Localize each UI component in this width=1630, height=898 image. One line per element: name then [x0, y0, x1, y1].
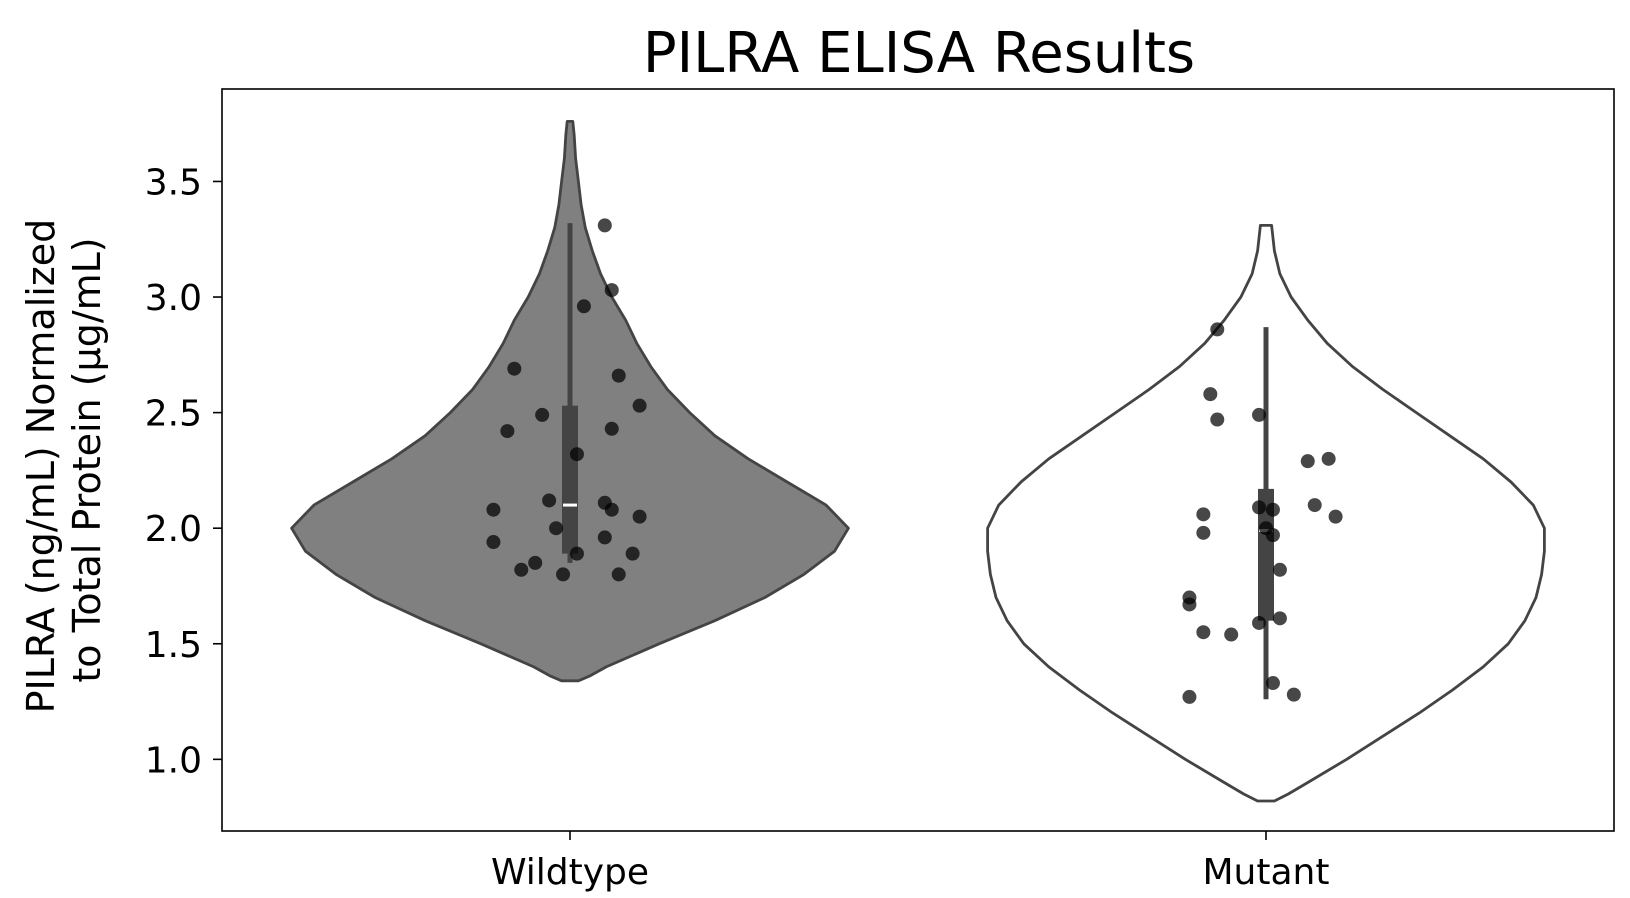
y-tick-label: 2.0: [145, 509, 202, 550]
data-point-wildtype-18: [486, 535, 501, 550]
points-layer: [486, 218, 1343, 704]
data-point-wildtype-17: [597, 530, 612, 545]
data-point-wildtype-9: [604, 421, 619, 436]
data-point-mutant-11: [1196, 507, 1211, 522]
data-point-wildtype-15: [632, 509, 647, 524]
y-tick-label: 1.5: [145, 625, 202, 666]
data-point-mutant-20: [1196, 625, 1211, 640]
data-point-mutant-13: [1196, 525, 1211, 540]
y-tick-label: 1.0: [145, 740, 202, 781]
plot-frame: [221, 88, 1615, 832]
x-tick-label-wildtype: Wildtype: [491, 852, 649, 893]
data-point-wildtype-11: [542, 493, 557, 508]
data-point-wildtype-4: [507, 361, 522, 376]
data-point-wildtype-21: [528, 555, 543, 570]
data-point-mutant-18: [1272, 611, 1287, 626]
data-point-wildtype-7: [535, 407, 550, 422]
data-point-mutant-6: [1300, 454, 1315, 469]
data-point-wildtype-19: [569, 546, 584, 561]
data-point-mutant-5: [1321, 451, 1336, 466]
data-point-mutant-21: [1224, 627, 1239, 642]
data-point-mutant-14: [1265, 528, 1280, 543]
x-tick-label-mutant: Mutant: [1203, 852, 1330, 893]
data-point-mutant-9: [1265, 502, 1280, 517]
data-point-wildtype-20: [625, 546, 640, 561]
data-point-mutant-3: [1252, 407, 1267, 422]
y-tick-label: 3.5: [145, 162, 202, 203]
data-point-wildtype-5: [611, 368, 626, 383]
iqr-box-mutant: [1258, 488, 1274, 621]
data-point-wildtype-22: [514, 562, 529, 577]
data-point-wildtype-3: [576, 299, 591, 314]
data-point-mutant-19: [1252, 615, 1267, 630]
x-axis: Wildtype Mutant: [491, 831, 1330, 893]
violins-layer: [290, 120, 1546, 803]
y-axis-label: PILRA (ng/mL) Normalized to Total Protei…: [19, 207, 109, 714]
y-tick-label: 3.0: [145, 278, 202, 319]
data-point-mutant-1: [1210, 322, 1225, 337]
y-axis: 1.0 1.5 2.0 2.5 3.0 3.5: [145, 162, 222, 781]
data-point-wildtype-23: [556, 567, 571, 582]
data-point-wildtype-16: [549, 521, 564, 536]
y-axis-label-line-1: PILRA (ng/mL) Normalized: [19, 219, 63, 714]
data-point-wildtype-24: [611, 567, 626, 582]
data-point-mutant-10: [1328, 509, 1343, 524]
data-point-wildtype-1: [597, 218, 612, 233]
data-point-wildtype-14: [604, 502, 619, 517]
data-point-mutant-24: [1182, 689, 1197, 704]
data-point-mutant-15: [1272, 562, 1287, 577]
data-point-mutant-7: [1307, 498, 1322, 513]
data-point-wildtype-10: [569, 447, 584, 462]
chart-title: PILRA ELISA Results: [643, 21, 1195, 86]
data-point-mutant-4: [1210, 412, 1225, 427]
data-point-mutant-23: [1286, 687, 1301, 702]
y-tick-label: 2.5: [145, 394, 202, 435]
data-point-mutant-2: [1203, 387, 1218, 402]
iqr-box-wildtype: [562, 405, 578, 554]
y-axis-label-line-2: to Total Protein (µg/mL): [65, 237, 109, 682]
data-point-wildtype-2: [604, 283, 619, 298]
data-point-mutant-22: [1265, 676, 1280, 691]
data-point-wildtype-8: [500, 424, 515, 439]
data-point-mutant-8: [1252, 500, 1267, 515]
data-point-wildtype-6: [632, 398, 647, 413]
data-point-wildtype-13: [486, 502, 501, 517]
data-point-mutant-17: [1182, 597, 1197, 612]
